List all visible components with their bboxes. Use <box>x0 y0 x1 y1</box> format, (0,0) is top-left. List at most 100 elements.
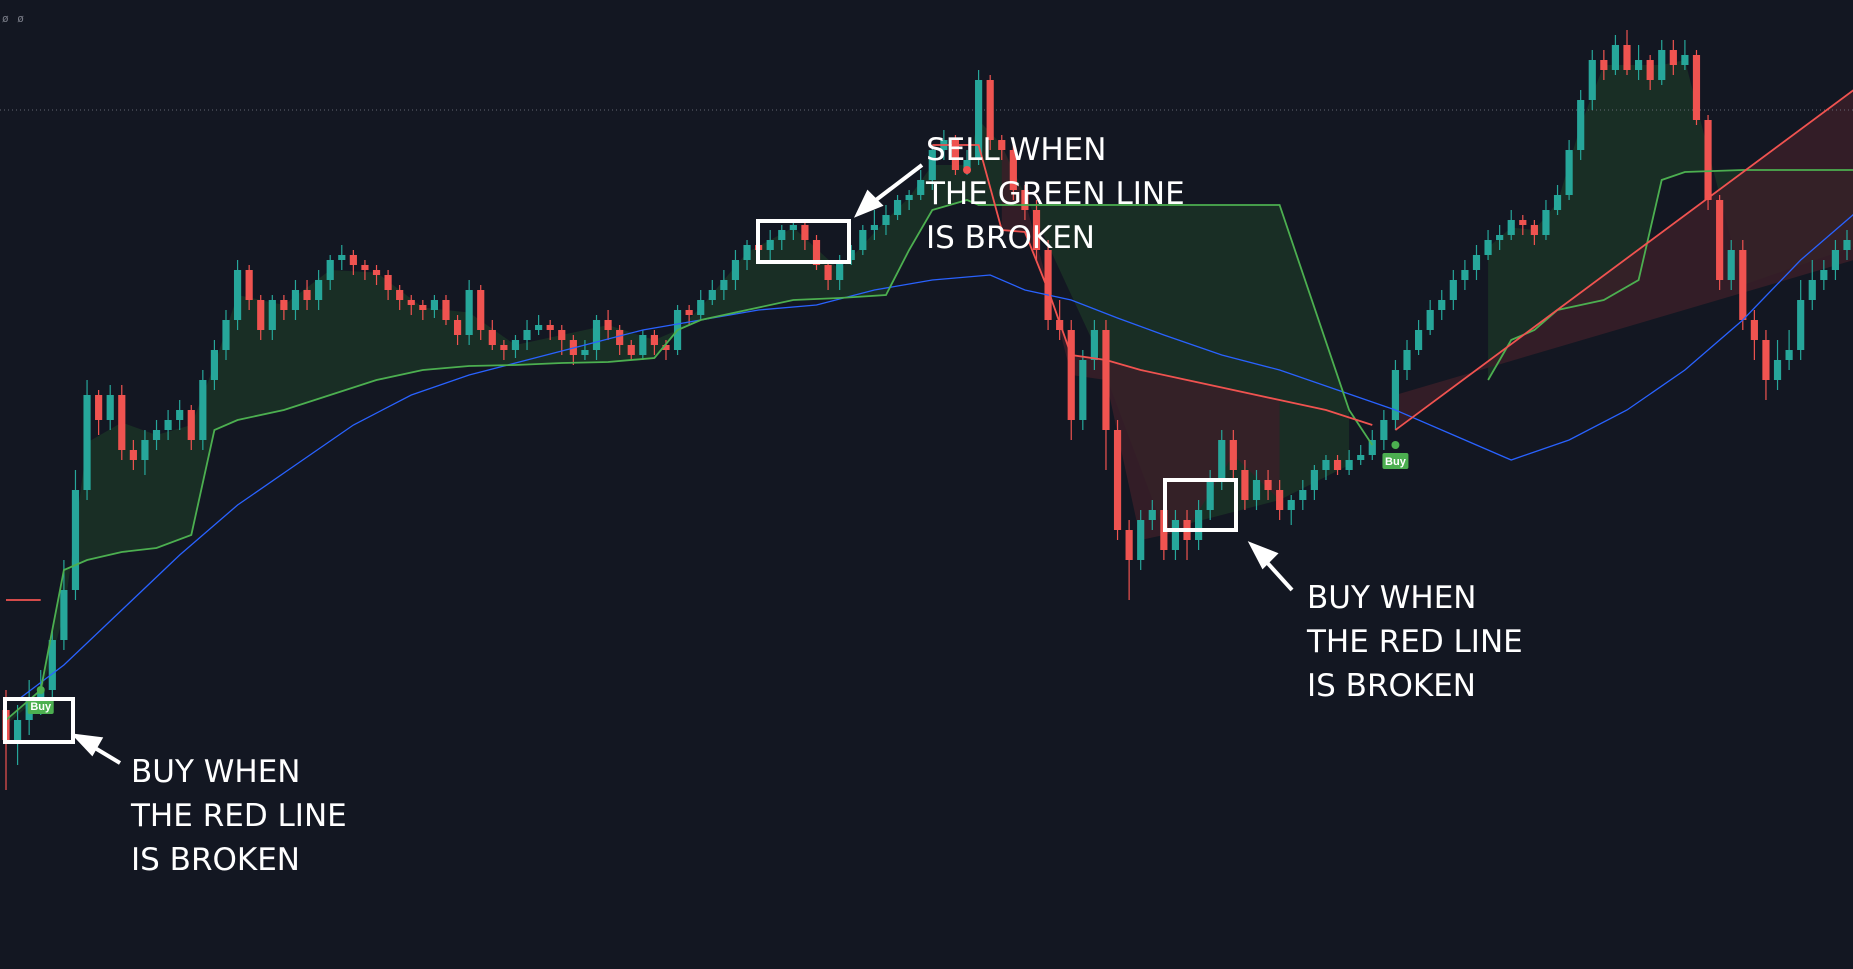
candle-body <box>199 380 207 440</box>
candle-body <box>1067 330 1075 420</box>
candle <box>882 205 890 235</box>
candle <box>905 190 913 210</box>
candle-body <box>176 410 184 420</box>
candle <box>233 260 242 330</box>
candle <box>1195 500 1203 550</box>
candle <box>847 245 855 265</box>
candle-body <box>951 140 960 170</box>
candle-body <box>1287 500 1295 510</box>
candle-body <box>1808 280 1816 300</box>
candle-body <box>1472 255 1481 270</box>
candle <box>315 270 323 310</box>
candle-body <box>1797 300 1805 350</box>
candle <box>616 325 624 355</box>
candle <box>1704 115 1712 210</box>
candle <box>581 340 589 360</box>
candle-body <box>222 320 230 350</box>
candle-body <box>477 290 485 330</box>
candle-body <box>500 345 508 350</box>
highlight-box-right-buy <box>1163 478 1238 532</box>
candle-body <box>535 325 543 330</box>
candle-body <box>430 300 438 310</box>
candle <box>1669 40 1677 75</box>
candle-body <box>1148 510 1156 520</box>
candle <box>1588 50 1596 110</box>
candle-body <box>650 335 658 345</box>
candle-body <box>233 270 242 320</box>
candle <box>349 250 357 275</box>
candle <box>1322 455 1330 480</box>
candle <box>511 335 520 358</box>
candle <box>1785 330 1793 370</box>
candle-body <box>1831 250 1840 270</box>
candle-body <box>372 270 381 275</box>
candle <box>1044 240 1052 330</box>
buy-signal-badge[interactable]: Buy <box>27 686 54 714</box>
candle-body <box>1750 320 1758 340</box>
candle-body <box>662 345 670 350</box>
candle-body <box>1079 360 1087 420</box>
candle <box>720 270 728 300</box>
candle-body <box>1623 45 1631 70</box>
candle-body <box>303 290 311 300</box>
candle <box>1391 360 1400 430</box>
candle-body <box>998 140 1006 150</box>
candle <box>338 245 346 270</box>
candle <box>1090 320 1098 370</box>
candle-body <box>1739 250 1747 320</box>
candle-body <box>129 450 137 460</box>
candle-body <box>1658 50 1666 80</box>
candle <box>1530 220 1538 245</box>
buy-signal-badge[interactable]: Buy <box>1382 441 1409 469</box>
candle-body <box>257 300 265 330</box>
candle <box>396 285 404 310</box>
candle <box>372 265 381 285</box>
candle <box>1345 450 1353 475</box>
candle <box>1415 320 1423 355</box>
candle <box>152 420 161 450</box>
candle <box>639 330 647 360</box>
candle <box>1692 50 1701 125</box>
support-fill-area <box>6 120 1350 725</box>
candle <box>1148 500 1156 530</box>
candle-body <box>315 280 323 300</box>
candle-body <box>523 330 531 340</box>
candle-body <box>1137 520 1145 560</box>
candle-body <box>1484 240 1492 255</box>
candle <box>731 250 740 290</box>
annotation-line: IS BROKEN <box>926 220 1095 256</box>
candle-body <box>453 320 462 335</box>
candle-body <box>766 240 774 250</box>
candle-body <box>1438 300 1446 310</box>
candle-body <box>1692 55 1701 120</box>
candle-body <box>442 300 450 320</box>
candle-body <box>882 215 890 225</box>
candle <box>465 280 473 345</box>
annotation-buy-right: BUY WHEN THE RED LINE IS BROKEN <box>1306 580 1533 704</box>
candle-body <box>1218 440 1226 480</box>
candle <box>1843 230 1851 260</box>
candle-body <box>13 720 22 740</box>
signal-label: Buy <box>1385 456 1407 468</box>
candle <box>442 295 450 325</box>
signal-badge-bg <box>1382 453 1409 469</box>
signal-dot <box>1391 441 1400 449</box>
candle-body <box>118 395 126 450</box>
candle-body <box>685 310 693 315</box>
candle <box>326 255 334 290</box>
candle <box>141 430 149 475</box>
candle <box>1820 260 1828 290</box>
annotation-line: THE RED LINE <box>1306 624 1523 660</box>
candle <box>83 380 91 500</box>
candle-body <box>870 225 878 230</box>
candle <box>187 405 195 450</box>
signal-label: Buy <box>30 701 52 713</box>
candle <box>118 385 126 460</box>
candle <box>210 340 219 390</box>
candle <box>812 235 821 270</box>
candle-body <box>338 255 346 260</box>
candle-body <box>280 300 288 310</box>
candle-body <box>1415 330 1423 350</box>
candle-body <box>164 420 172 430</box>
